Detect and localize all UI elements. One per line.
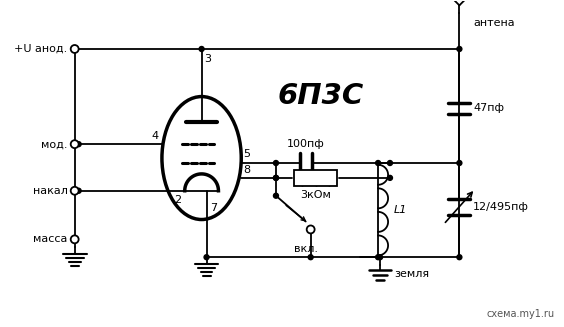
Circle shape [457, 255, 462, 260]
Circle shape [274, 175, 279, 181]
Circle shape [457, 161, 462, 165]
Circle shape [376, 255, 381, 260]
Text: +U анод.: +U анод. [15, 44, 68, 54]
Text: 5: 5 [243, 149, 250, 159]
Text: антена: антена [473, 18, 515, 28]
Text: 3кОм: 3кОм [300, 190, 331, 200]
Text: 2: 2 [174, 195, 181, 205]
Circle shape [387, 161, 393, 165]
Text: L1: L1 [394, 205, 407, 215]
Text: накал: накал [33, 186, 68, 196]
Circle shape [387, 175, 393, 181]
Text: 8: 8 [243, 165, 250, 175]
Circle shape [70, 45, 78, 53]
Circle shape [274, 161, 279, 165]
Text: 4: 4 [152, 131, 159, 141]
Circle shape [70, 140, 78, 148]
Circle shape [274, 175, 279, 181]
Text: земля: земля [394, 269, 429, 279]
Circle shape [307, 226, 315, 233]
Circle shape [377, 255, 382, 260]
Text: 6П3С: 6П3С [277, 81, 364, 110]
Text: мод.: мод. [41, 139, 68, 149]
Text: схема.my1.ru: схема.my1.ru [486, 309, 554, 319]
Circle shape [76, 142, 81, 146]
Bar [294, 170, 337, 186]
Text: 3: 3 [205, 54, 212, 64]
Text: масса: масса [33, 234, 68, 244]
Text: 100пф: 100пф [287, 139, 324, 149]
Text: 7: 7 [210, 203, 218, 213]
Circle shape [199, 46, 204, 51]
Circle shape [70, 187, 78, 195]
Circle shape [308, 255, 313, 260]
Text: вкл.: вкл. [294, 244, 318, 254]
Ellipse shape [162, 96, 241, 219]
Circle shape [376, 161, 381, 165]
Circle shape [76, 188, 81, 193]
Text: 12/495пф: 12/495пф [473, 202, 529, 212]
Circle shape [274, 193, 279, 198]
Circle shape [204, 255, 209, 260]
Text: 47пф: 47пф [473, 103, 504, 113]
Circle shape [457, 46, 462, 51]
Circle shape [70, 235, 78, 243]
